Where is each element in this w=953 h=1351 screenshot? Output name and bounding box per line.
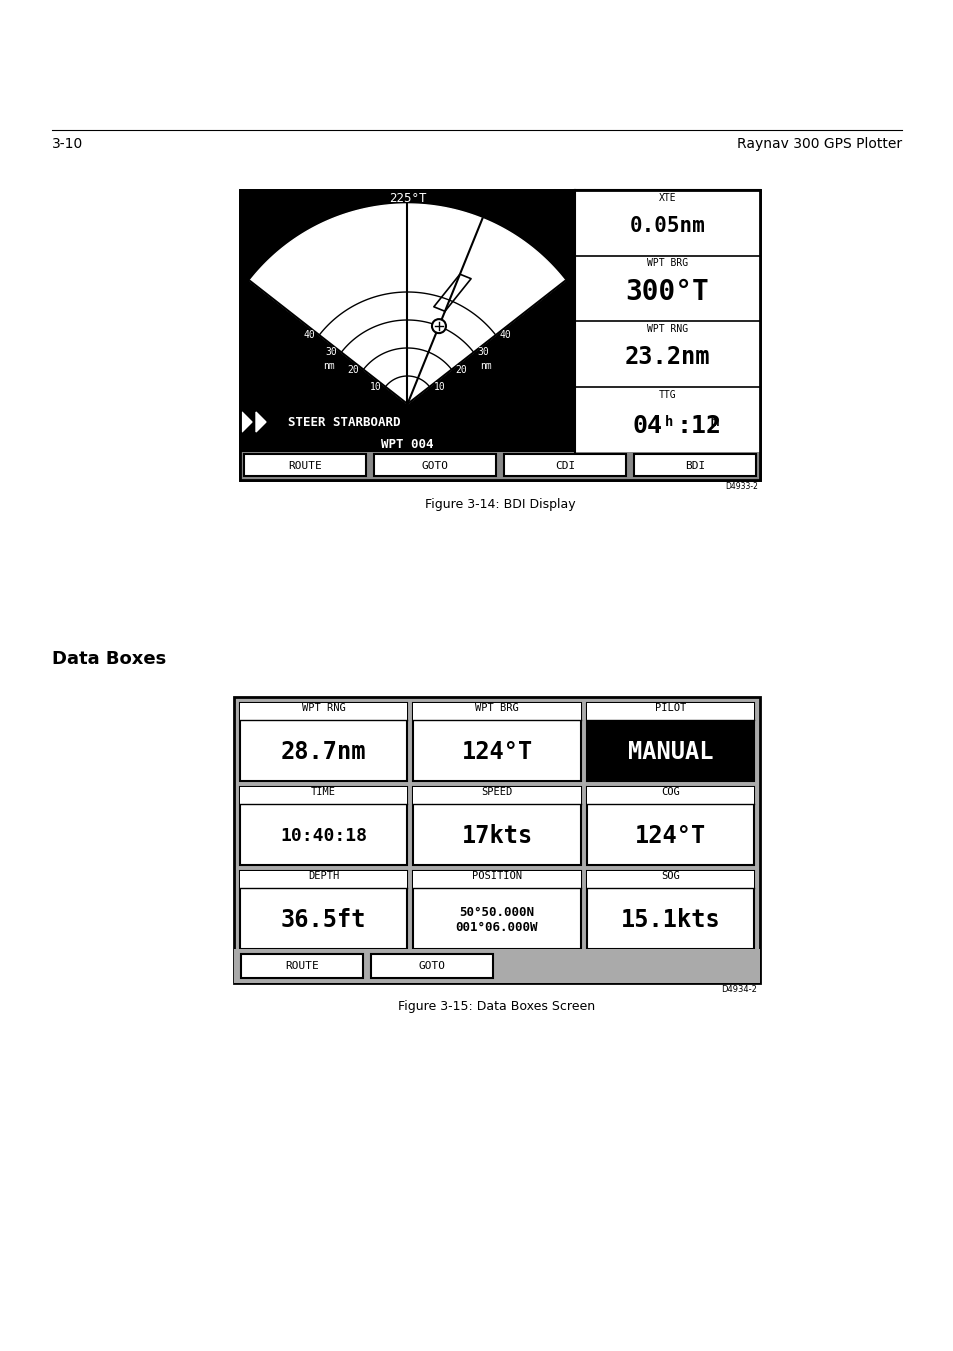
Text: 10:40:18: 10:40:18 [280,827,367,844]
Bar [413,871,580,948]
Polygon shape [250,204,564,404]
Text: 10: 10 [433,382,445,392]
Bar [241,954,363,978]
Text: 124°T: 124°T [634,824,705,848]
Text: GOTO: GOTO [418,961,445,971]
Text: PILOT: PILOT [654,703,685,713]
Text: STEER STARBOARD: STEER STARBOARD [288,416,400,428]
Bar [371,954,493,978]
Text: m: m [710,415,719,428]
Bar [413,871,580,888]
Text: :12: :12 [676,413,720,438]
Text: ROUTE: ROUTE [288,461,321,471]
Text: nm: nm [479,361,491,372]
Text: 10: 10 [370,382,381,392]
Text: Figure 3-15: Data Boxes Screen: Figure 3-15: Data Boxes Screen [398,1000,595,1013]
Text: Raynav 300 GPS Plotter: Raynav 300 GPS Plotter [736,136,901,151]
Text: 0.05nm: 0.05nm [629,216,704,236]
Bar [240,871,407,948]
Text: CDI: CDI [555,461,575,471]
Text: 20: 20 [347,365,359,374]
Text: TIME: TIME [311,788,335,797]
Bar [503,454,625,476]
Text: BDI: BDI [684,461,704,471]
Bar [240,871,407,888]
Bar [240,788,407,804]
Text: WPT BRG: WPT BRG [646,258,687,269]
Text: Figure 3-14: BDI Display: Figure 3-14: BDI Display [424,499,575,511]
Bar [233,697,760,984]
Text: TTG: TTG [658,389,676,400]
Text: 15.1kts: 15.1kts [619,908,720,932]
Polygon shape [255,412,266,432]
Text: WPT RNG: WPT RNG [646,324,687,334]
Text: MANUAL: MANUAL [627,740,712,765]
Bar [374,454,496,476]
Text: XTE: XTE [658,193,676,203]
Bar [586,788,753,804]
Text: ROUTE: ROUTE [285,961,318,971]
Text: GOTO: GOTO [421,461,448,471]
Text: 225°T: 225°T [388,192,426,205]
Text: 124°T: 124°T [461,740,532,765]
Text: nm: nm [323,361,335,372]
Bar [240,703,407,781]
Bar [240,703,407,720]
Bar [240,190,760,480]
Text: Data Boxes: Data Boxes [52,650,166,667]
Bar [413,703,580,781]
Text: D4933-2: D4933-2 [724,482,758,490]
Circle shape [432,319,445,334]
Bar [233,948,760,984]
Text: COG: COG [660,788,679,797]
Text: 17kts: 17kts [461,824,532,848]
Bar [413,788,580,865]
Text: SPEED: SPEED [481,788,512,797]
Text: 50°50.000N: 50°50.000N [459,907,534,919]
Text: 23.2nm: 23.2nm [624,345,709,369]
Bar [586,871,753,948]
Text: D4934-2: D4934-2 [720,985,757,994]
Bar [586,788,753,865]
Text: WPT BRG: WPT BRG [475,703,518,713]
Polygon shape [242,412,252,432]
Bar [240,453,760,480]
Text: 40: 40 [499,330,511,340]
Text: 20: 20 [456,365,467,374]
Text: 001°06.000W: 001°06.000W [456,921,537,934]
Bar [586,871,753,888]
Text: 04: 04 [632,413,661,438]
Bar [575,190,760,453]
Text: 28.7nm: 28.7nm [280,740,366,765]
Text: 30: 30 [477,347,489,357]
Text: WPT RNG: WPT RNG [301,703,345,713]
Bar [586,703,753,720]
Text: 30: 30 [325,347,337,357]
Bar [586,703,753,781]
Text: 40: 40 [303,330,314,340]
Text: 36.5ft: 36.5ft [280,908,366,932]
Bar [240,190,760,480]
Text: 3-10: 3-10 [52,136,83,151]
Bar [413,788,580,804]
Text: DEPTH: DEPTH [308,871,339,881]
Text: 300°T: 300°T [625,277,709,305]
Bar [244,454,366,476]
Bar [634,454,755,476]
Text: POSITION: POSITION [472,871,521,881]
Text: h: h [664,415,672,428]
Bar [240,788,407,865]
Text: SOG: SOG [660,871,679,881]
Text: WPT 004: WPT 004 [381,438,434,450]
Bar [413,703,580,720]
